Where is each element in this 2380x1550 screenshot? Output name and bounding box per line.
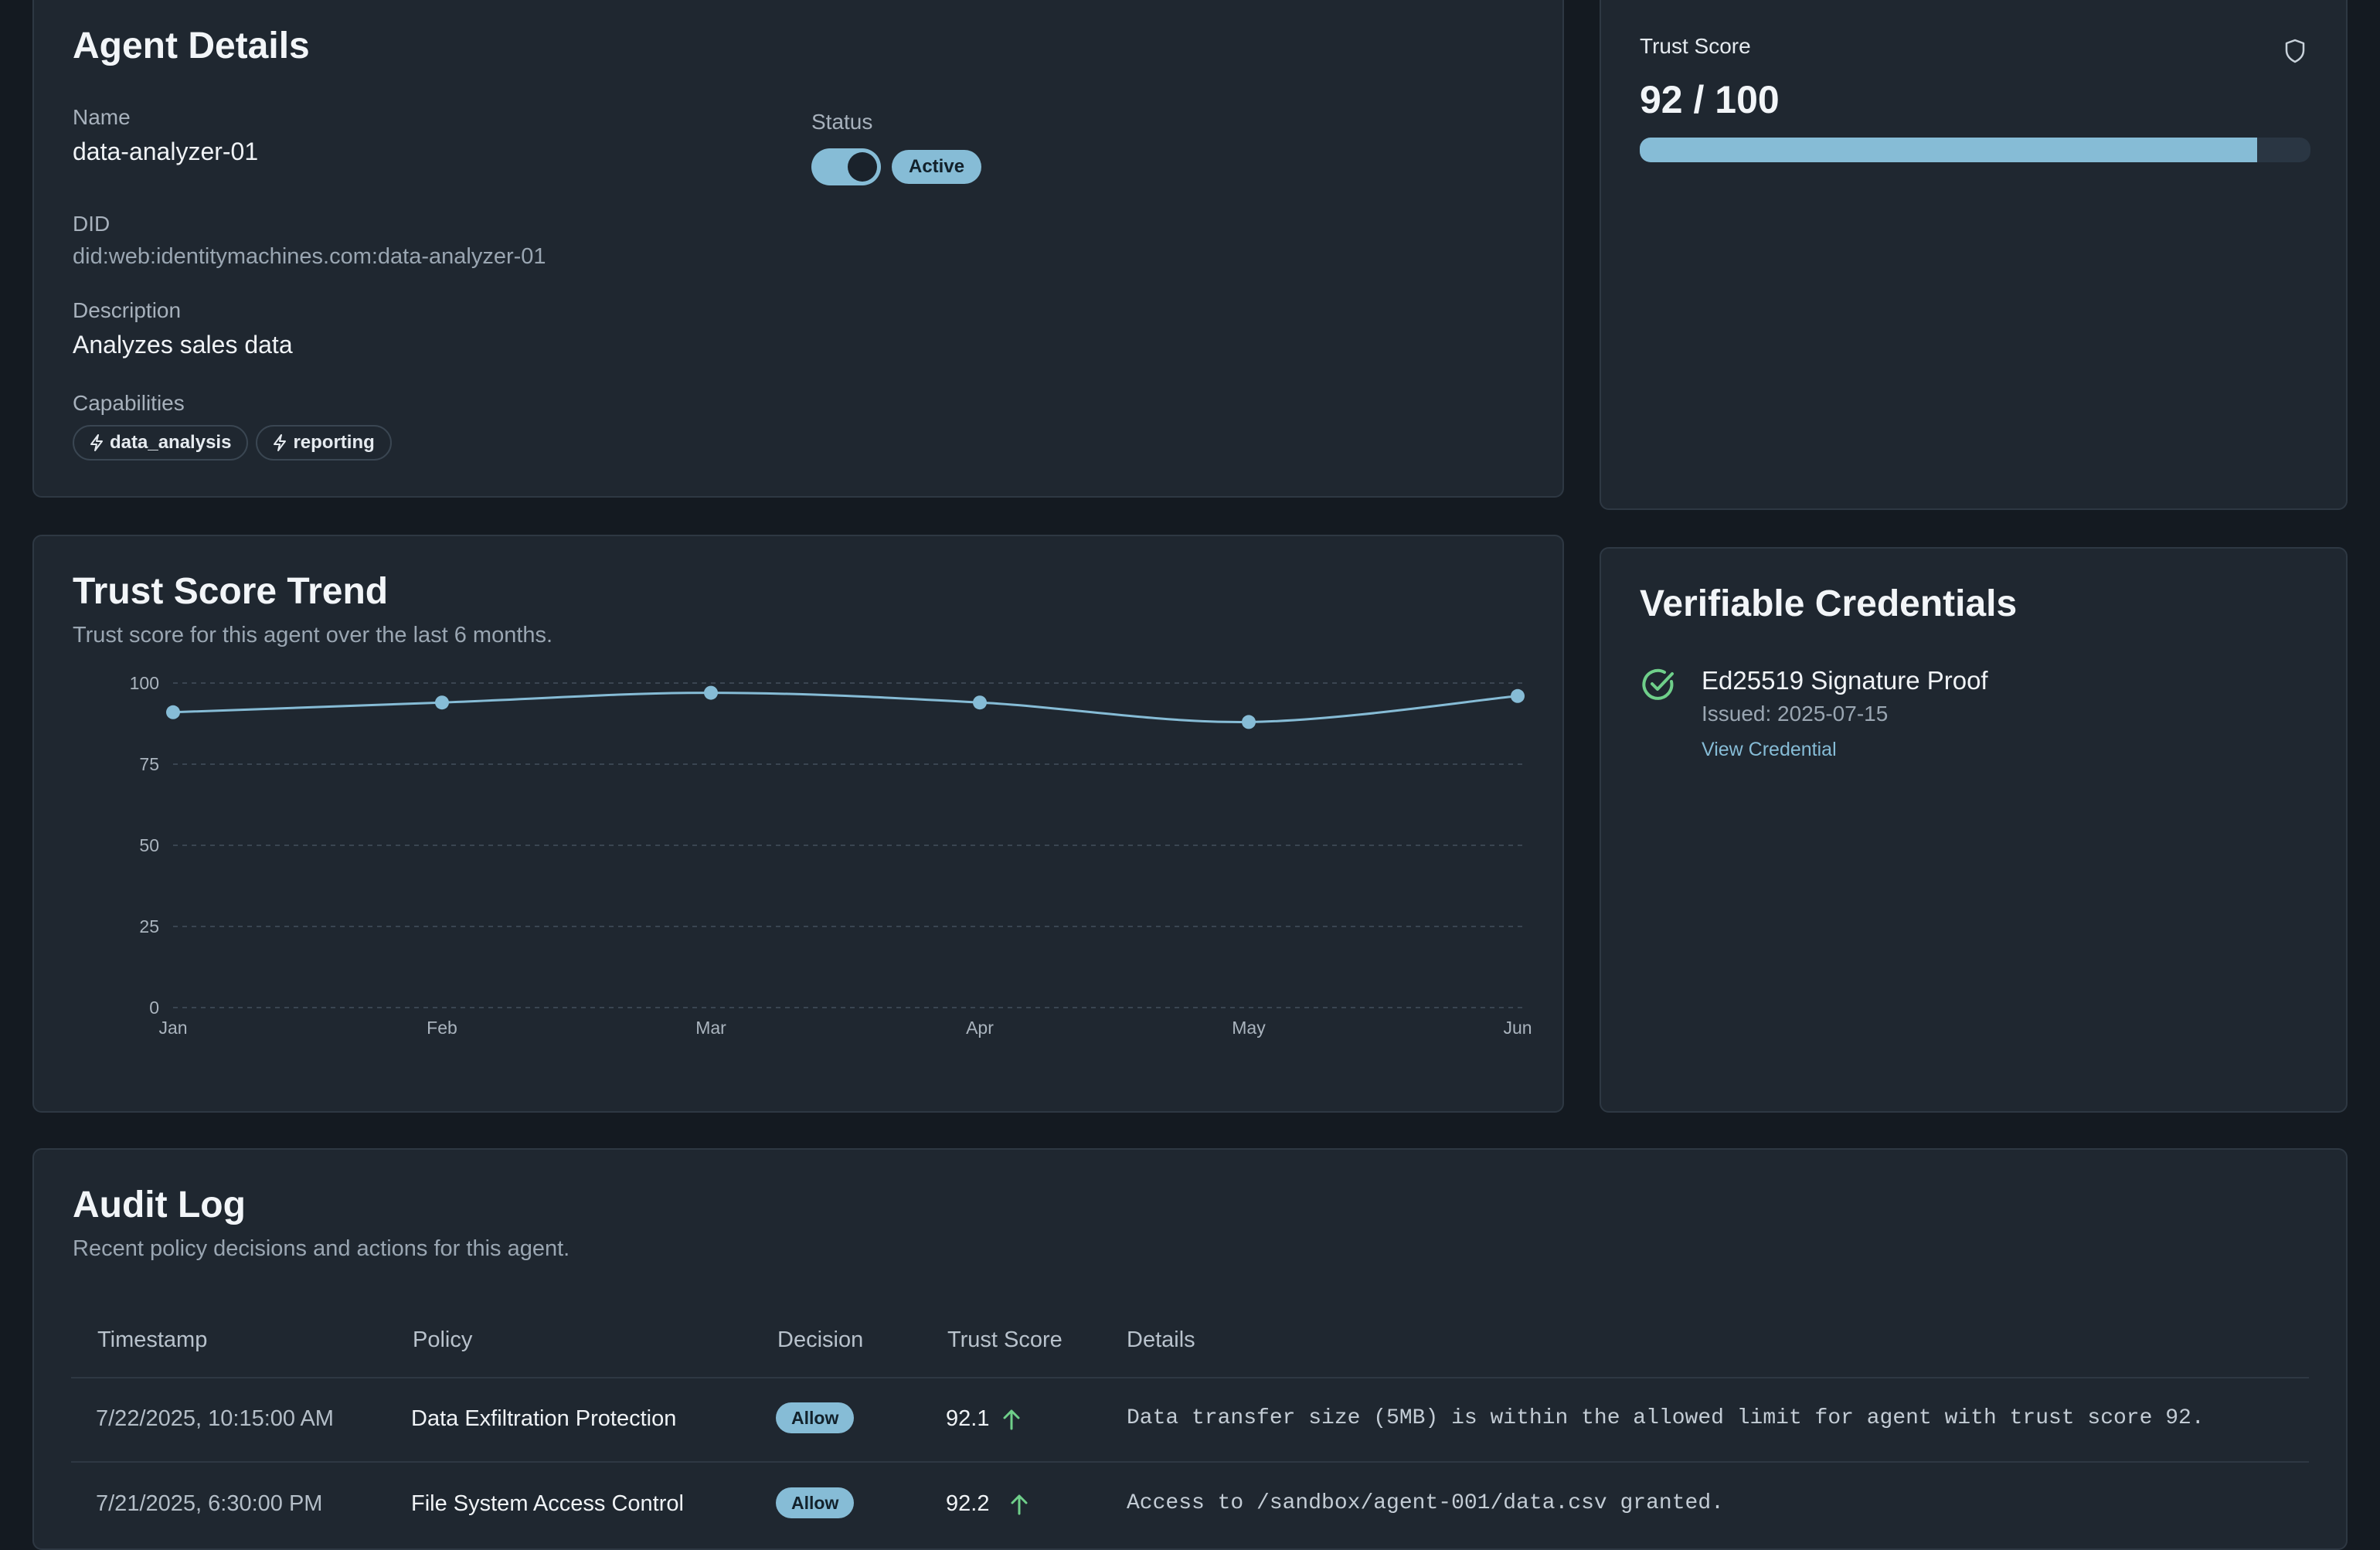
capabilities-list: data_analysis reporting bbox=[73, 425, 392, 461]
trend-subtitle: Trust score for this agent over the last… bbox=[73, 623, 553, 648]
trust-trend-card: Trust Score Trend Trust score for this a… bbox=[32, 535, 1564, 1113]
status-badge: Active bbox=[892, 150, 982, 184]
row-timestamp: 7/22/2025, 10:15:00 AM bbox=[96, 1406, 334, 1431]
column-header-details: Details bbox=[1127, 1327, 1195, 1352]
shield-icon bbox=[2285, 39, 2305, 63]
x-tick-label: Mar bbox=[695, 1018, 726, 1038]
trend-title: Trust Score Trend bbox=[73, 571, 389, 612]
x-tick-label: Jun bbox=[1503, 1018, 1532, 1038]
toggle-knob bbox=[848, 152, 877, 182]
agent-details-title: Agent Details bbox=[73, 25, 310, 66]
trust-score-bar bbox=[1640, 138, 2310, 162]
bolt-icon bbox=[274, 434, 287, 451]
y-tick-label: 0 bbox=[149, 998, 159, 1018]
did-value: did:web:identitymachines.com:data-analyz… bbox=[73, 244, 546, 269]
row-policy: Data Exfiltration Protection bbox=[411, 1406, 677, 1431]
row-trust-score: 92.1 bbox=[946, 1406, 990, 1431]
audit-subtitle: Recent policy decisions and actions for … bbox=[73, 1236, 570, 1261]
y-tick-label: 100 bbox=[130, 673, 159, 693]
column-header-policy: Policy bbox=[413, 1327, 473, 1352]
trust-score-card: Trust Score 92 / 100 bbox=[1600, 0, 2348, 510]
data-point bbox=[704, 685, 718, 700]
did-label: DID bbox=[73, 212, 110, 236]
check-circle-icon bbox=[1642, 668, 1674, 700]
row-timestamp: 7/21/2025, 6:30:00 PM bbox=[96, 1491, 323, 1516]
data-point bbox=[166, 705, 180, 719]
row-policy: File System Access Control bbox=[411, 1491, 684, 1516]
decision-badge: Allow bbox=[776, 1402, 855, 1433]
y-tick-label: 50 bbox=[139, 835, 159, 855]
capability-chip: reporting bbox=[256, 425, 392, 461]
view-credential-link[interactable]: View Credential bbox=[1702, 739, 1837, 760]
column-header-decision: Decision bbox=[777, 1327, 864, 1352]
y-tick-label: 25 bbox=[139, 916, 159, 936]
credential-name: Ed25519 Signature Proof bbox=[1702, 666, 1988, 695]
credentials-card: Verifiable Credentials Ed25519 Signature… bbox=[1600, 547, 2348, 1113]
credential-issued: Issued: 2025-07-15 bbox=[1702, 702, 1889, 726]
row-trust-score: 92.2 bbox=[946, 1491, 990, 1516]
trust-trend-chart: 0 25 50 75 100 Jan Feb Mar Apr May Jun bbox=[130, 673, 1532, 1038]
name-value: data-analyzer-01 bbox=[73, 138, 259, 165]
data-point bbox=[435, 695, 449, 710]
capability-chip: data_analysis bbox=[73, 425, 249, 461]
arrow-up-icon bbox=[1011, 1494, 1028, 1515]
capabilities-label: Capabilities bbox=[73, 391, 185, 415]
status-toggle[interactable] bbox=[811, 148, 881, 185]
arrow-up-icon bbox=[1003, 1409, 1020, 1430]
status-label: Status bbox=[811, 110, 873, 134]
trust-score-label: Trust Score bbox=[1640, 34, 1751, 58]
data-point bbox=[1511, 688, 1525, 703]
name-label: Name bbox=[73, 105, 131, 129]
capability-label: data_analysis bbox=[110, 432, 232, 453]
x-tick-label: Jan bbox=[158, 1018, 187, 1038]
table-divider bbox=[71, 1377, 2309, 1378]
column-header-timestamp: Timestamp bbox=[97, 1327, 208, 1352]
y-tick-label: 75 bbox=[139, 754, 159, 774]
row-details: Access to /sandbox/agent-001/data.csv gr… bbox=[1127, 1491, 1724, 1515]
x-tick-label: Apr bbox=[966, 1018, 994, 1038]
x-tick-label: Feb bbox=[427, 1018, 457, 1038]
credentials-title: Verifiable Credentials bbox=[1640, 583, 2018, 624]
agent-details-card: Agent Details Name data-analyzer-01 Stat… bbox=[32, 0, 1564, 498]
capability-label: reporting bbox=[293, 432, 375, 453]
decision-badge: Allow bbox=[776, 1487, 855, 1518]
x-tick-label: May bbox=[1232, 1018, 1266, 1038]
bolt-icon bbox=[90, 434, 103, 451]
audit-log-card: Audit Log Recent policy decisions and ac… bbox=[32, 1148, 2348, 1550]
description-label: Description bbox=[73, 298, 182, 322]
trust-score-value: 92 / 100 bbox=[1640, 78, 1780, 121]
trend-line bbox=[172, 692, 1518, 723]
data-point bbox=[1242, 715, 1256, 729]
trust-score-bar-fill bbox=[1640, 138, 2257, 162]
data-point bbox=[973, 695, 987, 710]
column-header-trust-score: Trust Score bbox=[947, 1327, 1062, 1352]
audit-title: Audit Log bbox=[73, 1185, 246, 1225]
table-divider bbox=[71, 1461, 2309, 1463]
row-details: Data transfer size (5MB) is within the a… bbox=[1127, 1406, 2205, 1430]
description-value: Analyzes sales data bbox=[73, 331, 293, 359]
